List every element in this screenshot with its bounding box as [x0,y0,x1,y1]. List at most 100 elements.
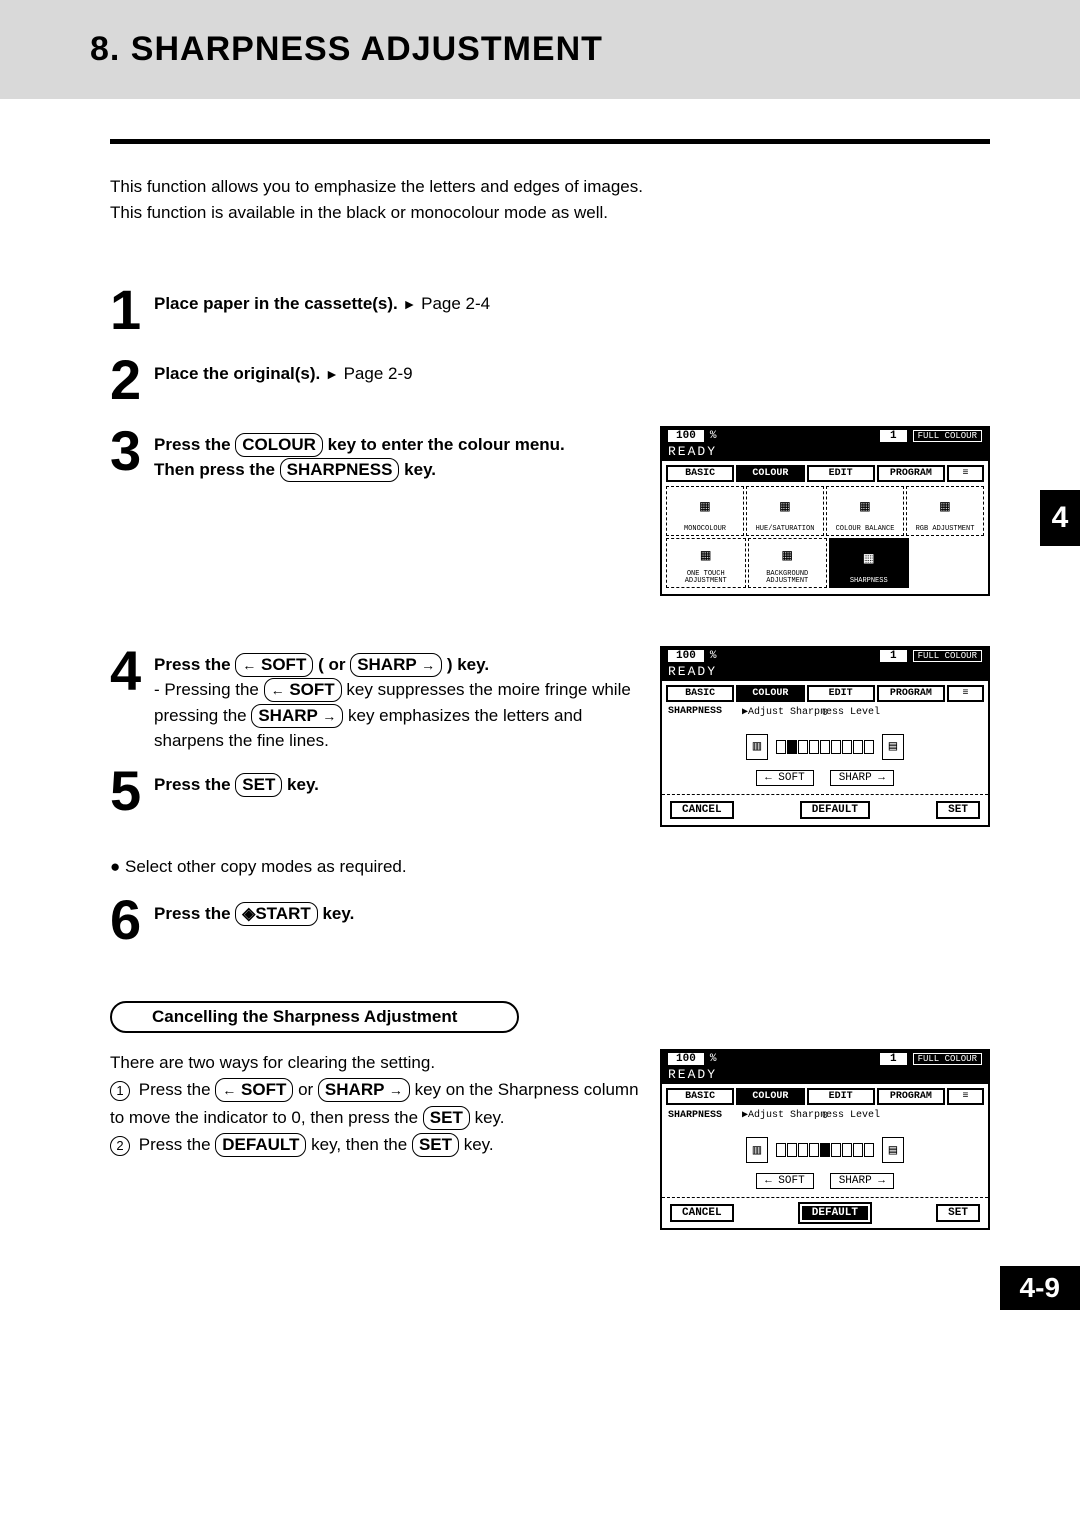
soft-key-2: ← SOFT [264,678,342,702]
cancel-m2-a: Press the [139,1135,216,1154]
lcd-cell-hue-saturation[interactable]: ▦HUE/SATURATION [746,486,824,536]
step-number: 3 [110,426,154,476]
note-bullet: Select other copy modes as required. [110,857,990,877]
lcd-ready: READY [662,444,988,461]
lcd-tab-colour[interactable]: COLOUR [736,685,804,702]
cancel-title: Cancelling the Sharpness Adjustment [110,1001,519,1033]
lcd-cell-background-adjustment[interactable]: ▦BACKGROUND ADJUSTMENT [748,538,828,588]
ref-arrow-icon: ► [403,296,417,312]
soft-key-cancel: ← SOFT [215,1078,293,1102]
step-number: 5 [110,766,154,816]
sharp-key-2: SHARP → [251,704,343,728]
start-key: ◈START [235,902,317,926]
lcd-tab-edit[interactable]: EDIT [807,1088,875,1105]
step-2-lead: Place the original(s). [154,364,320,383]
lcd-tab-program[interactable]: PROGRAM [877,685,945,702]
lcd-cancel-button[interactable]: CANCEL [670,1204,734,1222]
step-6: 6 Press the ◈START key. [110,895,990,945]
set-key: SET [235,773,282,797]
lcd-default-button[interactable]: DEFAULT [800,801,870,819]
step-6-text-b: key. [318,904,355,923]
lcd-tab-program[interactable]: PROGRAM [877,1088,945,1105]
step-5: 5 Press the SET key. [110,766,640,816]
cancel-intro: There are two ways for clearing the sett… [110,1049,640,1076]
cancel-m1-a: Press the [139,1080,216,1099]
lcd-sharp-button[interactable]: SHARP → [830,1173,894,1189]
step-2-ref: Page 2-9 [344,364,413,383]
page-title: 8. SHARPNESS ADJUSTMENT [90,30,1080,69]
step-3-text-b: key to enter the colour menu. [323,435,565,454]
set-key-cancel2: SET [412,1133,459,1157]
step-number: 6 [110,895,154,945]
lcd-screen-3: 100% 1 FULL COLOUR READY BASIC COLOUR ED… [660,1049,990,1230]
lcd-tab-colour[interactable]: COLOUR [736,465,804,482]
step-5-text-a: Press the [154,775,235,794]
step-3-text-a: Press the [154,435,235,454]
cancel-body: There are two ways for clearing the sett… [110,1049,640,1158]
lcd-zoom: 100 [676,430,696,442]
default-key: DEFAULT [215,1133,306,1157]
sharp-key: SHARP → [350,653,442,677]
lcd-tab-program[interactable]: PROGRAM [877,465,945,482]
lcd-set-button[interactable]: SET [936,801,980,819]
step-4-text-b: ( or [313,655,350,674]
step-5-text-b: key. [282,775,319,794]
lcd-screen-2: 100% 1 FULL COLOUR READY BASIC COLOUR ED… [660,646,990,827]
step-number: 2 [110,355,154,405]
step-3-text-c: Then press the [154,460,280,479]
lcd-tab-edit[interactable]: EDIT [807,465,875,482]
lcd-sharp-button[interactable]: SHARP → [830,770,894,786]
lcd-set-button[interactable]: SET [936,1204,980,1222]
cancel-m1-b: or [293,1080,318,1099]
step-1: 1 Place paper in the cassette(s). ► Page… [110,285,990,335]
colour-key: COLOUR [235,433,323,457]
lcd-screen-1: 100 % 1 FULL COLOUR READY BASIC COLOUR E… [660,426,990,596]
lcd-count: 1 [880,430,907,442]
lcd-tab-basic[interactable]: BASIC [666,1088,734,1105]
step-4-detail-a: - Pressing the [154,680,264,699]
lcd-cell-rgb-adjustment[interactable]: ▦RGB ADJUSTMENT [906,486,984,536]
page-number: 4-9 [1000,1266,1080,1310]
lcd-tab-more[interactable]: ≡ [947,685,984,702]
lcd-cell-colour-balance[interactable]: ▦COLOUR BALANCE [826,486,904,536]
step-4: 4 Press the ← SOFT ( or SHARP → ) key. -… [110,646,640,754]
method-2-num: 2 [110,1136,130,1156]
sharp-end-icon: ▤ [882,734,904,760]
lcd-cell-monocolour[interactable]: ▦MONOCOLOUR [666,486,744,536]
lcd-default-button[interactable]: DEFAULT [800,1204,870,1222]
soft-end-icon: ▥ [746,1137,768,1163]
sharpness-key: SHARPNESS [280,458,400,482]
intro-text: This function allows you to emphasize th… [110,174,990,225]
lcd-cell-sharpness[interactable]: ▦SHARPNESS [829,538,909,588]
step-3: 3 Press the COLOUR key to enter the colo… [110,426,640,483]
chapter-tab: 4 [1040,490,1080,546]
lcd-percent: % [710,430,717,442]
lcd-cell-one-touch-adjustment[interactable]: ▦ONE TOUCH ADJUSTMENT [666,538,746,588]
lcd-tab-more[interactable]: ≡ [947,1088,984,1105]
step-3-text-d: key. [399,460,436,479]
step-1-lead: Place paper in the cassette(s). [154,294,398,313]
lcd-tab-edit[interactable]: EDIT [807,685,875,702]
divider [110,139,990,144]
method-1-num: 1 [110,1081,130,1101]
sharp-key-cancel: SHARP → [318,1078,410,1102]
step-4-text-c: ) key. [442,655,489,674]
cancel-m2-b: key, then the [306,1135,412,1154]
lcd-mode: FULL COLOUR [913,430,982,442]
lcd-soft-button[interactable]: ← SOFT [756,770,814,786]
step-2: 2 Place the original(s). ► Page 2-9 [110,355,990,405]
header-bar: 8. SHARPNESS ADJUSTMENT [0,0,1080,99]
set-key-cancel: SET [423,1106,470,1130]
intro-line2: This function is available in the black … [110,200,990,226]
lcd-tab-more[interactable]: ≡ [947,465,984,482]
step-4-text-a: Press the [154,655,235,674]
intro-line1: This function allows you to emphasize th… [110,174,990,200]
step-6-text-a: Press the [154,904,235,923]
ref-arrow-icon: ► [325,366,339,382]
lcd-tab-basic[interactable]: BASIC [666,465,734,482]
lcd-tab-colour[interactable]: COLOUR [736,1088,804,1105]
lcd-soft-button[interactable]: ← SOFT [756,1173,814,1189]
lcd-tab-basic[interactable]: BASIC [666,685,734,702]
step-number: 4 [110,646,154,696]
lcd-cancel-button[interactable]: CANCEL [670,801,734,819]
